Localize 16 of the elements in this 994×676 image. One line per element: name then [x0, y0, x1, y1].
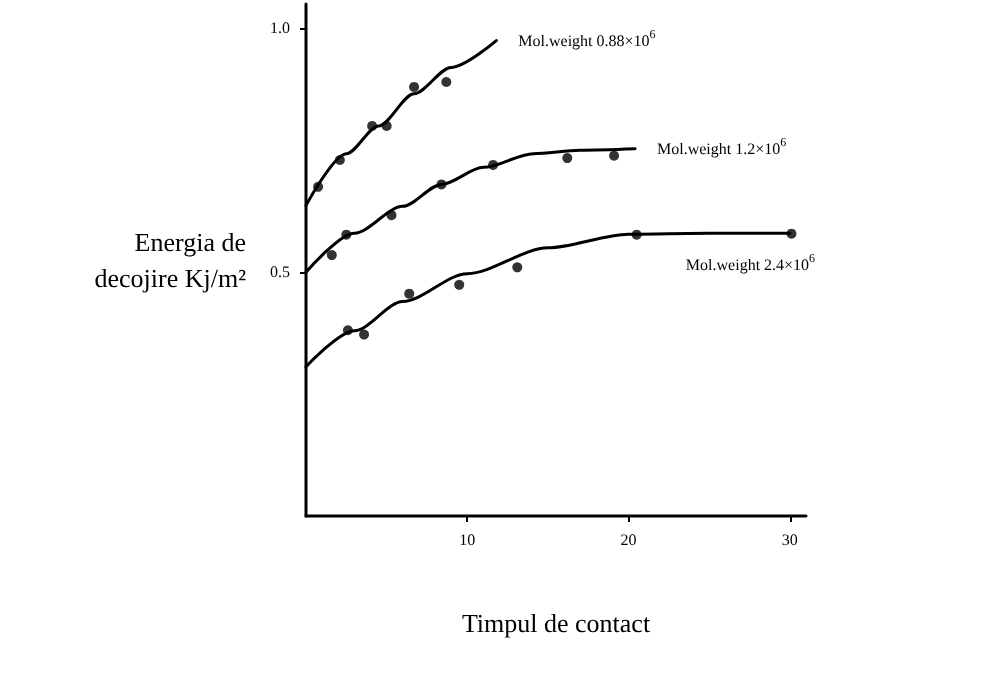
point	[404, 288, 415, 299]
point	[609, 150, 620, 161]
point	[409, 81, 420, 92]
point	[454, 279, 465, 290]
point	[512, 262, 523, 273]
point	[326, 250, 337, 261]
x-axis-title: Timpul de contact	[461, 608, 651, 638]
point	[562, 153, 573, 164]
x-tick-label: 30	[781, 531, 798, 549]
x-tick-label: 10	[459, 531, 476, 549]
point	[359, 329, 370, 340]
y-axis-title: Energia de decojire Kj/m²	[94, 227, 247, 293]
y-tick-label: 1.0	[270, 19, 290, 38]
y-tick-label: 0.5	[270, 263, 290, 282]
point	[441, 77, 452, 88]
x-tick-label: 20	[620, 531, 637, 549]
